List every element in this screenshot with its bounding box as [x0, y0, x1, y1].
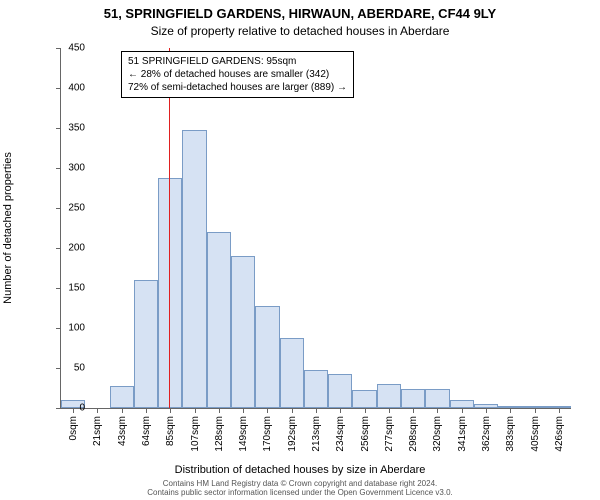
histogram-bar — [134, 280, 158, 408]
x-tick-label: 85sqm — [165, 416, 176, 446]
info-box-line: 72% of semi-detached houses are larger (… — [128, 81, 347, 94]
x-tick-label: 64sqm — [141, 416, 152, 446]
x-tick-label: 149sqm — [238, 416, 249, 452]
x-tick-label: 256sqm — [360, 416, 371, 452]
x-tick — [97, 408, 98, 413]
y-tick-label: 250 — [45, 203, 85, 214]
x-tick — [462, 408, 463, 413]
info-box-line: ← 28% of detached houses are smaller (34… — [128, 68, 347, 81]
chart-container: 51, SPRINGFIELD GARDENS, HIRWAUN, ABERDA… — [0, 0, 600, 500]
footer: Contains HM Land Registry data © Crown c… — [0, 479, 600, 498]
histogram-bar — [255, 306, 279, 408]
chart-title-main: 51, SPRINGFIELD GARDENS, HIRWAUN, ABERDA… — [0, 6, 600, 21]
histogram-bar — [328, 374, 352, 408]
histogram-bar — [207, 232, 231, 408]
y-tick-label: 400 — [45, 83, 85, 94]
y-tick-label: 100 — [45, 323, 85, 334]
footer-line-1: Contains HM Land Registry data © Crown c… — [0, 479, 600, 489]
y-tick-label: 450 — [45, 43, 85, 54]
x-tick-label: 426sqm — [554, 416, 565, 452]
x-tick-label: 234sqm — [335, 416, 346, 452]
y-axis-label: Number of detached properties — [2, 152, 14, 304]
x-tick-label: 362sqm — [481, 416, 492, 452]
x-tick-label: 405sqm — [530, 416, 541, 452]
x-tick — [267, 408, 268, 413]
footer-line-2: Contains public sector information licen… — [0, 488, 600, 498]
x-tick — [243, 408, 244, 413]
x-tick-label: 320sqm — [432, 416, 443, 452]
x-tick — [365, 408, 366, 413]
y-tick-label: 200 — [45, 243, 85, 254]
x-tick-label: 43sqm — [117, 416, 128, 446]
histogram-bar — [352, 390, 376, 408]
plot-area: 51 SPRINGFIELD GARDENS: 95sqm← 28% of de… — [60, 48, 571, 409]
chart-title-sub: Size of property relative to detached ho… — [0, 24, 600, 38]
x-tick — [170, 408, 171, 413]
x-tick — [510, 408, 511, 413]
histogram-bar — [280, 338, 304, 408]
histogram-bar — [401, 389, 425, 408]
info-box-line: 51 SPRINGFIELD GARDENS: 95sqm — [128, 55, 347, 68]
x-tick-label: 192sqm — [287, 416, 298, 452]
x-axis-label: Distribution of detached houses by size … — [0, 464, 600, 476]
x-tick-label: 128sqm — [214, 416, 225, 452]
x-tick — [413, 408, 414, 413]
histogram-bar — [304, 370, 328, 408]
x-tick — [146, 408, 147, 413]
x-tick-label: 170sqm — [262, 416, 273, 452]
x-tick — [219, 408, 220, 413]
x-tick-label: 107sqm — [190, 416, 201, 452]
x-tick — [486, 408, 487, 413]
x-tick — [195, 408, 196, 413]
histogram-bar — [231, 256, 255, 408]
x-tick-label: 277sqm — [384, 416, 395, 452]
y-tick-label: 350 — [45, 123, 85, 134]
y-tick-label: 0 — [45, 403, 85, 414]
x-tick — [535, 408, 536, 413]
x-tick — [437, 408, 438, 413]
x-tick — [389, 408, 390, 413]
x-tick-label: 0sqm — [68, 416, 79, 440]
x-tick-label: 341sqm — [457, 416, 468, 452]
x-tick-label: 298sqm — [408, 416, 419, 452]
histogram-bar — [182, 130, 206, 408]
histogram-bar — [450, 400, 474, 408]
histogram-bar — [425, 389, 449, 408]
histogram-bar — [377, 384, 401, 408]
x-tick-label: 383sqm — [505, 416, 516, 452]
x-tick — [292, 408, 293, 413]
y-tick-label: 150 — [45, 283, 85, 294]
histogram-bar — [110, 386, 134, 408]
y-tick-label: 300 — [45, 163, 85, 174]
reference-line — [169, 48, 170, 408]
x-tick-label: 21sqm — [92, 416, 103, 446]
y-tick-label: 50 — [45, 363, 85, 374]
x-tick — [340, 408, 341, 413]
x-tick-label: 213sqm — [311, 416, 322, 452]
x-tick — [122, 408, 123, 413]
x-tick — [559, 408, 560, 413]
x-tick — [316, 408, 317, 413]
info-box: 51 SPRINGFIELD GARDENS: 95sqm← 28% of de… — [121, 51, 354, 98]
